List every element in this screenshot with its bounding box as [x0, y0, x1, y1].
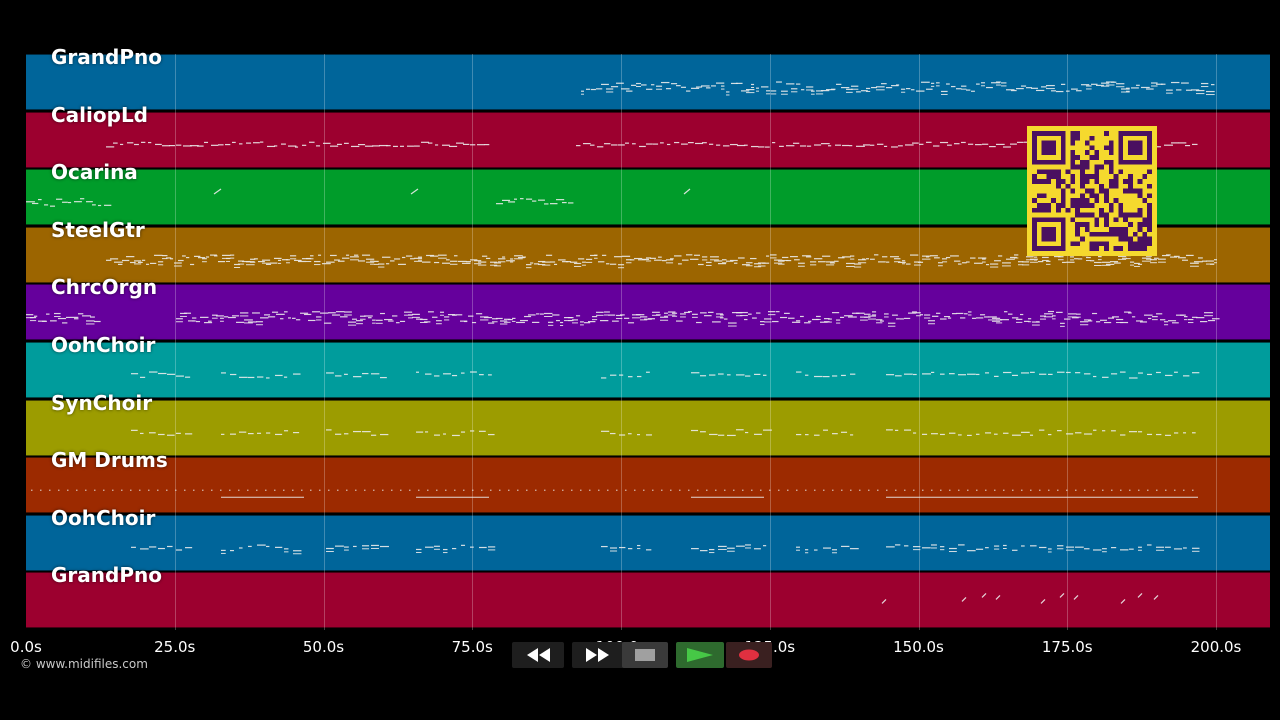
note-mark — [213, 188, 222, 195]
track-label: GrandPno — [51, 45, 162, 69]
play-button[interactable] — [676, 642, 724, 668]
record-icon — [739, 649, 759, 661]
track-label: SynChoir — [51, 390, 153, 415]
track-row: OohChoir — [26, 506, 1270, 571]
gridline — [1067, 54, 1069, 630]
note-mark — [961, 596, 967, 602]
track-row: GrandPno — [26, 45, 1270, 110]
time-tick-label: 175.0s — [1041, 638, 1093, 656]
note-layer — [26, 81, 1220, 604]
qr-code — [1027, 126, 1157, 256]
track-label: GM Drums — [51, 448, 168, 473]
gridline — [323, 54, 325, 630]
gridline — [769, 54, 771, 630]
gridline — [472, 54, 474, 630]
note-mark — [1137, 592, 1143, 598]
fast-forward-icon — [586, 648, 609, 662]
time-tick-label: 200.0s — [1190, 638, 1242, 656]
gridline — [174, 54, 176, 630]
note-mark — [995, 594, 1001, 600]
rewind-button[interactable] — [512, 642, 564, 668]
track-label: OohChoir — [51, 505, 156, 530]
track-row: GM Drums — [26, 448, 1270, 514]
note-mark — [1120, 598, 1126, 604]
time-tick-label: 25.0s — [154, 638, 196, 656]
stop-icon — [635, 649, 655, 661]
gridline — [918, 54, 920, 630]
note-mark — [1059, 592, 1065, 598]
note-mark — [1040, 598, 1046, 604]
note-mark — [1153, 594, 1159, 600]
time-tick-label: 50.0s — [302, 638, 345, 656]
rewind-icon — [527, 648, 550, 662]
track-label: GrandPno — [51, 563, 162, 588]
track-label: OohChoir — [51, 333, 156, 357]
gridline — [1216, 54, 1217, 630]
note-mark — [881, 598, 887, 604]
note-mark — [683, 188, 691, 195]
track-row: ChrcOrgn — [26, 275, 1270, 341]
gridline — [621, 54, 622, 630]
track-label: Ocarina — [51, 160, 138, 185]
note-mark — [981, 592, 987, 598]
piano-roll: GrandPno CaliopLd Ocarina SteelGtr ChrcOrgn O… — [26, 45, 1270, 630]
track-row: GrandPno — [26, 563, 1270, 629]
time-tick-label: 150.0s — [893, 638, 944, 656]
time-tick-label: 0.0s — [10, 638, 42, 656]
track-label: CaliopLd — [51, 102, 149, 127]
record-button[interactable] — [726, 642, 772, 668]
note-mark — [1073, 594, 1079, 600]
fast-forward-button[interactable] — [572, 642, 624, 668]
track-label: ChrcOrgn — [51, 275, 158, 300]
time-tick-label: 75.0s — [451, 638, 493, 656]
track-label: SteelGtr — [51, 217, 145, 242]
play-icon — [687, 648, 713, 662]
stop-button[interactable] — [622, 642, 668, 668]
copyright-text: © www.midifiles.com — [20, 657, 148, 671]
transport-controls — [510, 642, 772, 670]
note-mark — [410, 188, 419, 195]
track-row: SynChoir — [26, 391, 1270, 456]
track-row: OohChoir — [26, 333, 1270, 398]
